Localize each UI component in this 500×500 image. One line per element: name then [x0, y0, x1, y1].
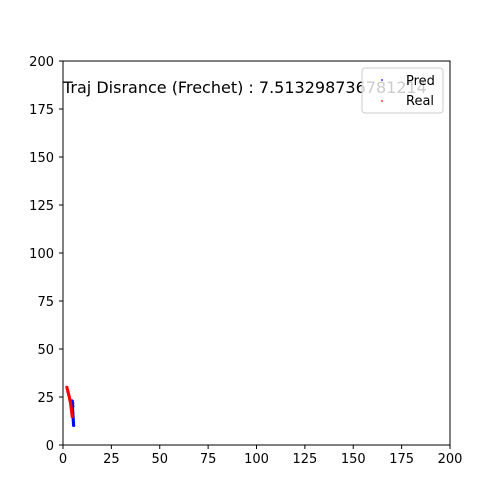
x-tick-label: 25	[103, 452, 120, 467]
y-tick-label: 175	[29, 103, 54, 118]
legend-marker-real	[381, 100, 383, 102]
legend: Pred Real	[361, 67, 444, 114]
x-tick-label: 175	[389, 452, 414, 467]
y-axis: 0 25 50 75 100 125 150 175 200	[29, 55, 63, 454]
legend-label-real: Real	[406, 94, 434, 109]
y-tick-label: 200	[29, 55, 54, 70]
x-tick-label: 150	[341, 452, 366, 467]
y-tick-label: 100	[29, 247, 54, 262]
point-pred	[72, 423, 76, 428]
distance-annotation: Traj Disrance (Frechet) : 7.513298736781…	[62, 78, 427, 97]
x-tick-label: 125	[292, 452, 317, 467]
y-tick-label: 50	[37, 343, 54, 358]
y-tick-label: 125	[29, 199, 54, 214]
point-real	[70, 414, 74, 419]
x-axis: 0 25 50 75 100 125 150 175 200	[59, 445, 463, 467]
legend-marker-pred	[381, 79, 383, 81]
x-tick-label: 50	[151, 452, 168, 467]
plot-marks	[65, 385, 76, 428]
y-tick-label: 75	[37, 295, 54, 310]
x-tick-label: 0	[59, 452, 67, 467]
y-tick-label: 0	[46, 439, 54, 454]
x-tick-label: 200	[438, 452, 463, 467]
y-tick-label: 150	[29, 151, 54, 166]
plot-frame	[62, 60, 451, 446]
legend-label-pred: Pred	[406, 74, 435, 89]
x-tick-label: 75	[200, 452, 217, 467]
x-tick-label: 100	[244, 452, 269, 467]
y-tick-label: 25	[37, 391, 54, 406]
